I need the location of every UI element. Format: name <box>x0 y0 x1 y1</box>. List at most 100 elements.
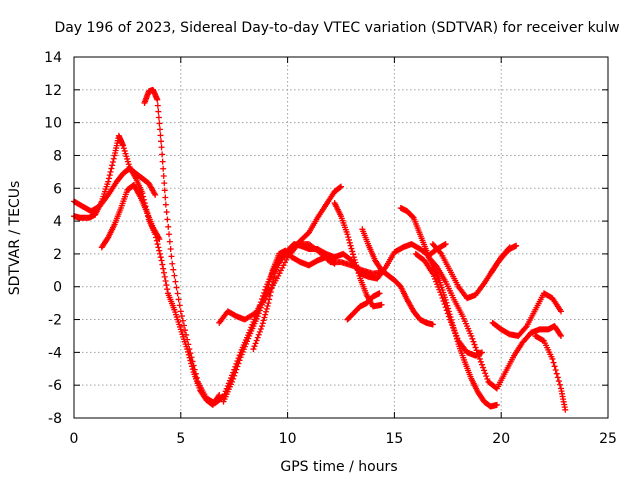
data-point <box>270 277 277 284</box>
series-arc-17 <box>487 242 520 277</box>
data-point <box>124 158 131 165</box>
data-point <box>350 251 357 258</box>
data-point <box>192 370 199 377</box>
data-point <box>181 322 188 329</box>
data-point <box>264 284 271 291</box>
data-point <box>477 358 484 365</box>
data-marks <box>71 86 569 413</box>
data-point <box>170 266 177 273</box>
data-point <box>190 362 197 369</box>
data-point <box>349 248 356 255</box>
data-point <box>264 303 271 310</box>
data-point <box>378 301 385 308</box>
data-point <box>273 275 280 282</box>
data-point <box>105 178 112 185</box>
data-point <box>239 348 246 355</box>
data-point <box>162 201 169 208</box>
data-point <box>166 238 173 245</box>
data-point <box>354 267 361 274</box>
data-point <box>162 277 169 284</box>
data-point <box>168 253 175 260</box>
data-point <box>162 194 169 201</box>
data-point <box>237 354 244 361</box>
data-point <box>434 281 441 288</box>
data-point <box>376 290 383 297</box>
data-point <box>355 270 362 277</box>
x-tick-label: 5 <box>176 431 185 447</box>
data-point <box>176 302 183 309</box>
series-arc-6 <box>220 247 338 405</box>
data-point <box>120 145 127 152</box>
data-point <box>107 168 114 175</box>
data-point <box>281 259 288 266</box>
data-point <box>255 310 262 317</box>
data-point <box>167 245 174 252</box>
data-point <box>261 296 268 303</box>
data-point <box>433 278 440 285</box>
data-point <box>155 244 162 251</box>
data-point <box>265 300 272 307</box>
y-tick-label: 14 <box>44 50 62 66</box>
y-tick-label: -8 <box>48 411 62 427</box>
data-point <box>164 286 171 293</box>
data-point <box>484 376 491 383</box>
data-point <box>184 336 191 343</box>
y-tick-label: 10 <box>44 116 62 132</box>
data-point <box>279 264 286 271</box>
data-point <box>188 354 195 361</box>
data-point <box>449 321 456 328</box>
data-point <box>109 162 116 169</box>
data-point <box>346 239 353 246</box>
data-point <box>558 332 565 339</box>
data-point <box>242 340 249 347</box>
data-point <box>351 256 358 263</box>
data-point <box>229 378 236 385</box>
data-point <box>429 321 436 328</box>
data-point <box>270 274 277 281</box>
data-point <box>275 272 282 279</box>
data-point <box>263 305 270 312</box>
data-point <box>159 261 166 268</box>
data-point <box>468 332 475 339</box>
data-point <box>253 337 260 344</box>
data-point <box>260 298 267 305</box>
x-axis-label: GPS time / hours <box>280 459 397 475</box>
data-point <box>241 343 248 350</box>
y-tick-label: 6 <box>53 181 62 197</box>
data-point <box>348 245 355 252</box>
data-point <box>155 108 162 115</box>
data-point <box>155 114 162 121</box>
data-point <box>562 406 569 413</box>
data-point <box>483 373 490 380</box>
data-point <box>356 272 363 279</box>
data-point <box>345 234 352 241</box>
data-point <box>160 265 167 272</box>
data-point <box>430 273 437 280</box>
data-point <box>557 331 564 338</box>
data-point <box>108 165 115 172</box>
data-point <box>160 165 167 172</box>
data-point <box>550 359 557 366</box>
data-point <box>232 369 239 376</box>
data-point <box>121 147 128 154</box>
data-point <box>124 155 131 162</box>
data-point <box>451 327 458 334</box>
data-point <box>475 353 482 360</box>
axis-ticks: 0 5 10 15 20 25 -8 -6 -4 -2 0 2 4 6 8 10 12 14 <box>44 50 617 447</box>
data-point <box>266 278 273 285</box>
data-point <box>436 286 443 293</box>
x-tick-label: 0 <box>70 431 79 447</box>
data-point <box>256 328 263 335</box>
data-point <box>442 241 449 248</box>
data-point <box>156 126 163 133</box>
data-point <box>257 304 264 311</box>
data-point <box>556 381 563 388</box>
data-point <box>552 367 559 374</box>
data-point <box>178 313 185 320</box>
data-point <box>236 357 243 364</box>
data-point <box>166 231 173 238</box>
data-point <box>441 301 448 308</box>
data-point <box>283 256 290 263</box>
data-point <box>175 296 182 303</box>
data-point <box>173 284 180 291</box>
